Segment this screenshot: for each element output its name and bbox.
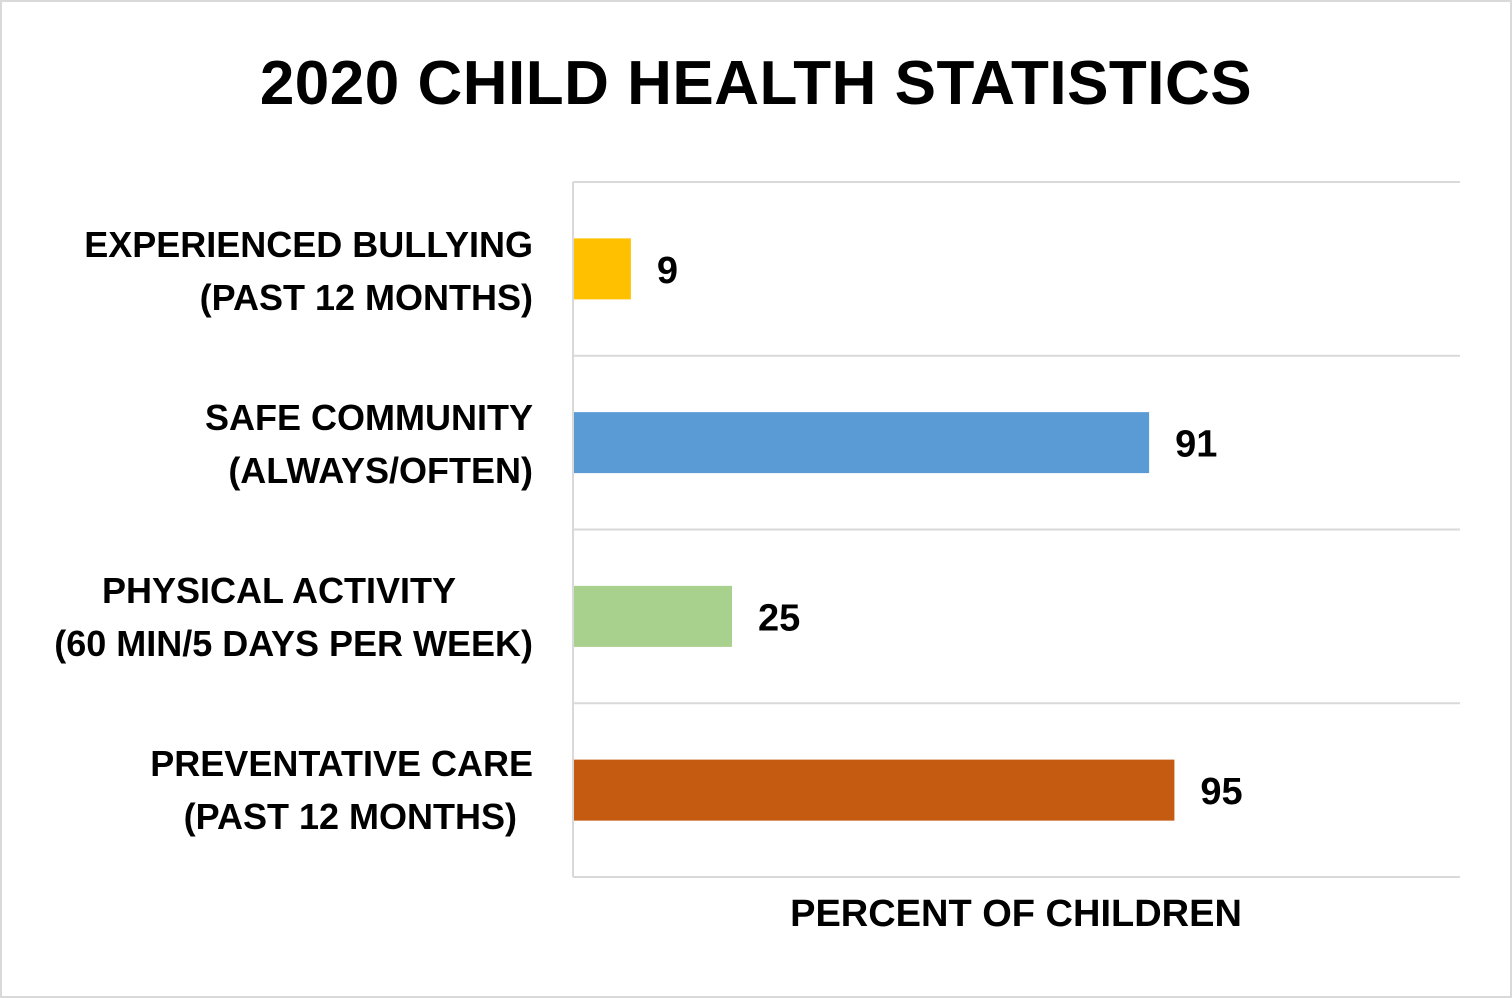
x-axis-label: PERCENT OF CHILDREN xyxy=(790,893,1242,935)
category-label-line-2: (PAST 12 MONTHS) xyxy=(183,796,517,837)
category-label-line-1: PREVENTATIVE CARE xyxy=(150,743,533,784)
category-label-safe-community: SAFE COMMUNITY (ALWAYS/OFTEN) xyxy=(10,391,533,497)
bars xyxy=(574,238,1175,821)
category-label-line-2: (60 MIN/5 DAYS PER WEEK) xyxy=(54,623,533,664)
category-label-line-1: SAFE COMMUNITY xyxy=(205,397,533,438)
category-label-line-2: (PAST 12 MONTHS) xyxy=(199,277,533,318)
bar xyxy=(574,238,631,300)
category-label-line-1: PHYSICAL ACTIVITY xyxy=(101,570,456,611)
category-label-line-2: (ALWAYS/OFTEN) xyxy=(228,450,533,491)
chart-title: 2020 CHILD HEALTH STATISTICS xyxy=(259,49,1253,118)
category-label-line-1: EXPERIENCED BULLYING xyxy=(84,224,533,265)
category-label-physical-activity: PHYSICAL ACTIVITY (60 MIN/5 DAYS PER WEE… xyxy=(10,564,533,670)
gridlines xyxy=(572,181,1460,878)
data-labels: 9 91 25 95 xyxy=(657,250,1243,813)
bar xyxy=(574,412,1150,474)
bar xyxy=(574,759,1175,821)
bar xyxy=(574,585,732,647)
bar-value-label: 25 xyxy=(758,597,800,639)
bar-value-label: 91 xyxy=(1175,424,1217,466)
category-label-bullying: EXPERIENCED BULLYING (PAST 12 MONTHS) xyxy=(10,218,533,324)
bar-value-label: 9 xyxy=(657,250,678,292)
bar-value-label: 95 xyxy=(1200,771,1242,813)
category-label-preventative-care: PREVENTATIVE CARE (PAST 12 MONTHS) xyxy=(10,737,533,843)
